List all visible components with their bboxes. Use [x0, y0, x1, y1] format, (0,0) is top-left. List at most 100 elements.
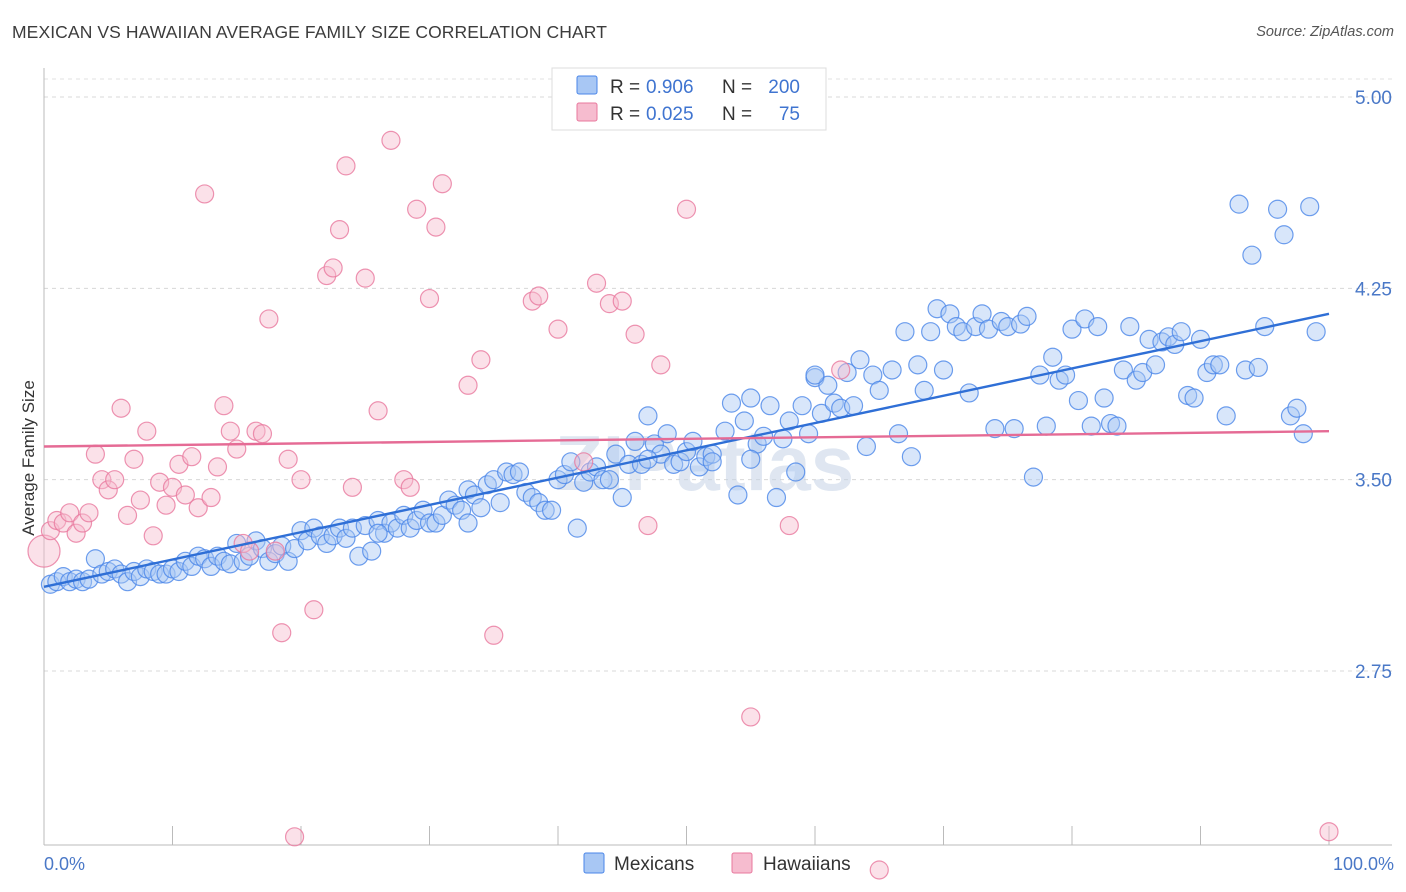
mexicans-point-149 — [1010, 314, 1031, 334]
mexicans-point-121 — [824, 393, 844, 413]
mexicans-point-77 — [535, 500, 555, 520]
mexicans-point-174 — [1171, 322, 1191, 342]
mexicans-point-151 — [1023, 467, 1044, 487]
series-legend: Mexicans Hawaiians — [583, 852, 851, 875]
mexicans-point-162 — [1094, 388, 1114, 408]
hawaiians-point-46 — [342, 477, 362, 497]
mexicans-point-131 — [895, 322, 915, 342]
hawaiians-point-6 — [72, 513, 93, 533]
hawaiians-point-43 — [323, 258, 343, 278]
mexicans-point-112 — [766, 487, 787, 508]
mexicans-point-157 — [1062, 319, 1082, 339]
mexicans-point-166 — [1120, 317, 1140, 337]
mexicans-point-124 — [843, 396, 864, 416]
mexicans-point-170 — [1145, 355, 1166, 375]
mexicans-point-12 — [117, 572, 138, 592]
mexicans-point-129 — [882, 360, 902, 380]
mexicans-point-188 — [1274, 225, 1294, 245]
hawaiians-point-12 — [111, 398, 131, 418]
mexicans-point-65 — [458, 480, 478, 500]
mexicans-point-104 — [715, 421, 735, 441]
hawaiians-point-41 — [304, 600, 324, 620]
hawaiians-point-68 — [651, 355, 671, 375]
mexicans-point-145 — [985, 419, 1005, 439]
hawaiians-point-0 — [27, 534, 61, 568]
y-tick-label-3: 2.75 — [1355, 662, 1392, 683]
mexicans-point-140 — [953, 322, 973, 342]
mexicans-point-91 — [625, 431, 645, 451]
mexicans-point-43 — [317, 533, 337, 554]
mexicans-point-181 — [1216, 406, 1236, 426]
y-tick-label-2: 3.50 — [1355, 471, 1392, 492]
legend-box — [551, 67, 827, 131]
mexicans-point-89 — [612, 487, 632, 508]
hawaiians-point-28 — [214, 396, 234, 416]
mexicans-point-158 — [1068, 390, 1089, 411]
mexicans-point-111 — [760, 396, 780, 416]
hawaiians-point-24 — [188, 498, 208, 518]
legend-n-value-2: 75 — [779, 104, 800, 125]
legend-n-label-1: N = — [722, 77, 752, 98]
hawaiians-point-34 — [252, 424, 273, 444]
mexicans-point-179 — [1203, 355, 1223, 375]
mexicans-point-130 — [888, 424, 909, 444]
hawaiians-point-29 — [220, 421, 240, 441]
x-tick-label-1: 100.0% — [1333, 854, 1394, 874]
mexicans-point-164 — [1107, 416, 1127, 436]
grid-lines — [44, 78, 1392, 672]
hawaiians-point-8 — [85, 444, 106, 464]
mexicans-point-195 — [741, 449, 761, 469]
mexicans-point-100 — [683, 431, 703, 451]
hawaiians-point-10 — [98, 480, 118, 500]
hawaiians-point-4 — [60, 503, 80, 523]
hawaiians-point-27 — [207, 457, 228, 477]
mexicans-point-165 — [1113, 360, 1134, 380]
x-tick-label-0: 0.0% — [44, 854, 85, 874]
mexicans-point-46 — [336, 528, 356, 548]
hawaiians-point-14 — [124, 449, 144, 469]
hawaiians-point-15 — [130, 490, 150, 510]
legend-swatch-hawaiians — [576, 102, 598, 122]
mexicans-point-154 — [1043, 347, 1063, 367]
hawaiians-point-23 — [182, 447, 202, 467]
legend-r-value-1: 0.906 — [646, 77, 694, 98]
series-legend-swatch-mexicans — [583, 852, 605, 874]
hawaiians-point-3 — [53, 513, 73, 533]
legend-r-label-2: R = — [610, 104, 640, 125]
hawaiians-point-40 — [291, 470, 311, 490]
mexicans-trend-line — [43, 312, 1330, 588]
mexicans-point-135 — [921, 322, 941, 342]
mexicans-point-20 — [169, 561, 189, 582]
mexicans-point-132 — [901, 447, 921, 467]
mexicans-point-136 — [927, 299, 947, 319]
mexicans-point-78 — [541, 500, 562, 520]
hawaiians-point-59 — [522, 291, 542, 311]
mexicans-point-185 — [1248, 357, 1268, 378]
hawaiians-point-50 — [394, 470, 414, 490]
hawaiians-trend-line — [43, 429, 1330, 448]
hawaiians-point-5 — [66, 523, 86, 543]
legend-swatch-mexicans — [576, 75, 598, 95]
mexicans-point-115 — [786, 462, 806, 482]
mexicans-point-197 — [702, 452, 722, 472]
hawaiians-point-47 — [355, 268, 375, 288]
hawaiians-point-38 — [278, 449, 298, 469]
legend-n-value-1: 200 — [768, 77, 800, 98]
mexicans-point-193 — [1306, 322, 1326, 342]
hawaiians-point-36 — [265, 541, 285, 561]
mexicans-point-141 — [959, 383, 979, 403]
mexicans-point-128 — [869, 380, 889, 400]
y-axis-tick-labels: 5.00 4.25 3.50 2.75 — [1355, 88, 1392, 683]
hawaiians-point-52 — [407, 199, 427, 219]
mexicans-point-139 — [946, 317, 966, 337]
hawaiians-point-11 — [105, 470, 125, 490]
series-legend-label-hawaiians: Hawaiians — [763, 854, 851, 875]
hawaiians-point-26 — [201, 487, 221, 508]
mexicans-point-34 — [259, 551, 279, 571]
mexicans-point-106 — [728, 485, 748, 505]
mexicans-point-189 — [1280, 406, 1301, 426]
mexicans-point-114 — [779, 411, 799, 431]
hawaiians-point-35 — [259, 309, 279, 329]
mexicans-point-14 — [130, 567, 150, 587]
hawaiians-point-69 — [676, 199, 697, 219]
